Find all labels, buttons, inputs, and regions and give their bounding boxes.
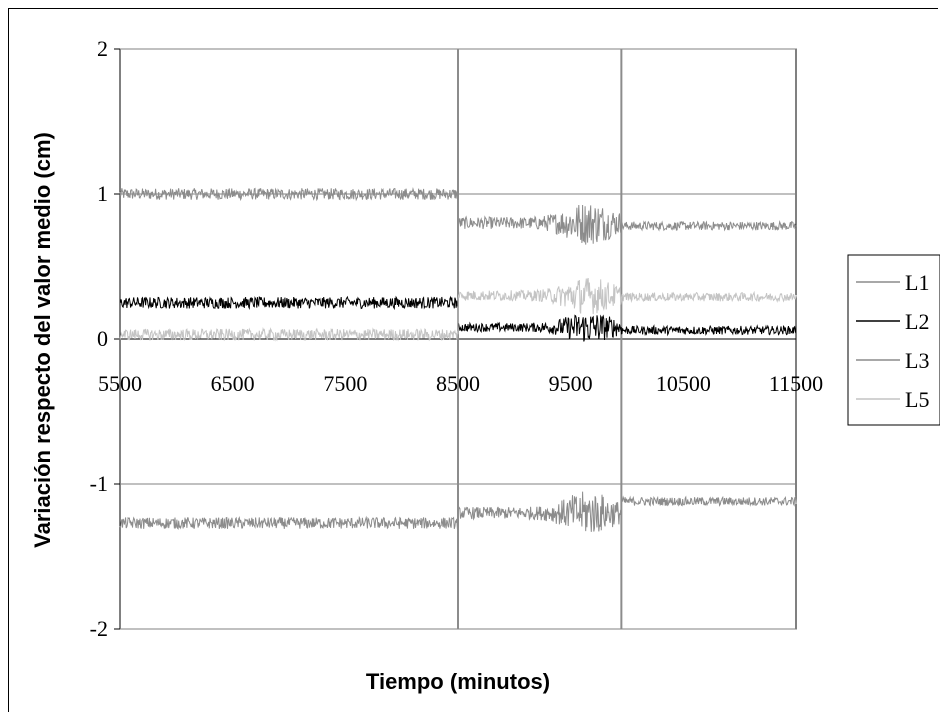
- x-tick-labels: 5500 6500 7500 8500 9500 10500 11500: [98, 371, 823, 396]
- series-line-l5: [119, 277, 797, 342]
- legend-items: L1 L2 L3 L5: [856, 270, 929, 412]
- y-tick-label: 0: [97, 326, 108, 351]
- x-axis-title: Tiempo (minutos): [366, 669, 550, 694]
- legend-label: L5: [905, 387, 929, 412]
- y-tick-labels: 2 1 0 -1 -2: [90, 36, 108, 641]
- series-line-l3: [119, 491, 797, 532]
- legend-label: L2: [905, 309, 929, 334]
- x-tick-label: 7500: [323, 371, 367, 396]
- legend-label: L1: [905, 270, 929, 295]
- series-line-l1: [119, 187, 797, 245]
- vertical-markers: [457, 49, 623, 629]
- y-tick-label: -1: [90, 471, 108, 496]
- y-axis-title: Variación respecto del valor medio (cm): [30, 132, 55, 548]
- y-tick-label: 2: [97, 36, 108, 61]
- y-tick-label: 1: [97, 181, 108, 206]
- legend: L1 L2 L3 L5: [847, 254, 940, 426]
- x-tick-label: 6500: [211, 371, 255, 396]
- chart-frame: [8, 8, 938, 712]
- series-lines: [119, 187, 797, 532]
- x-tick-label: 5500: [98, 371, 142, 396]
- x-tick-label: 11500: [769, 371, 823, 396]
- legend-box: [847, 254, 940, 426]
- x-tick-label: 9500: [549, 371, 593, 396]
- x-tick-label: 8500: [436, 371, 480, 396]
- y-tick-label: -2: [90, 616, 108, 641]
- x-tick-label: 10500: [656, 371, 711, 396]
- legend-label: L3: [905, 348, 929, 373]
